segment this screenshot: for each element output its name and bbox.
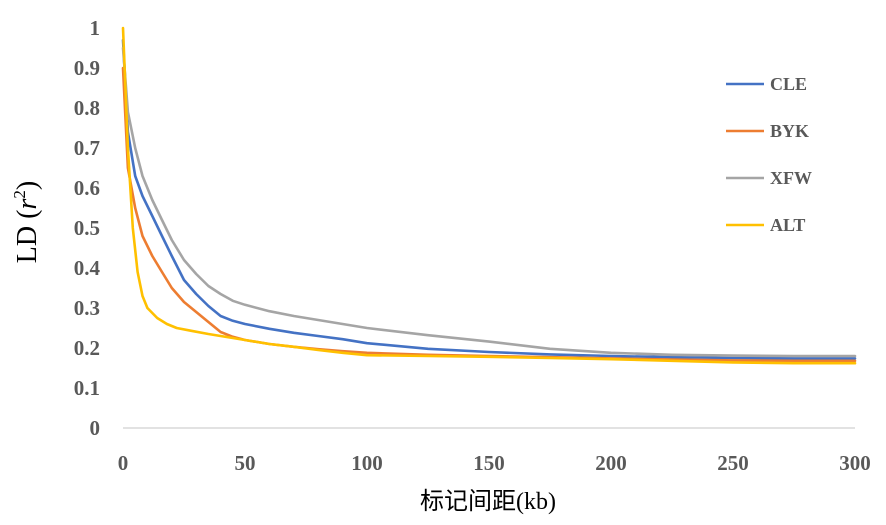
series-line-alt: [121, 26, 857, 365]
y-tick-label: 0: [90, 416, 101, 440]
y-tick-label: 0.7: [74, 136, 100, 160]
x-axis-label: 标记间距(kb): [420, 488, 556, 515]
series-line-xfw: [121, 46, 857, 358]
y-tick-label: 0.6: [74, 176, 100, 200]
y-tick-label: 0.9: [74, 56, 100, 80]
x-tick-label: 150: [473, 451, 505, 475]
y-axis-label: LD (r2): [10, 181, 43, 263]
y-tick-label: 0.1: [74, 376, 100, 400]
legend-label-byk: BYK: [770, 121, 809, 141]
x-tick-label: 200: [595, 451, 627, 475]
y-tick-label: 0.5: [74, 216, 100, 240]
x-tick-label: 100: [351, 451, 383, 475]
y-axis-ticks: 0 0.1 0.2 0.3 0.4 0.5 0.6 0.7 0.8 0.9 1: [74, 16, 101, 440]
y-tick-label: 0.4: [74, 256, 101, 280]
y-tick-label: 0.8: [74, 96, 100, 120]
legend-label-xfw: XFW: [770, 168, 812, 188]
x-tick-label: 50: [235, 451, 256, 475]
legend: CLE BYK XFW ALT: [726, 74, 812, 235]
y-tick-label: 0.2: [74, 336, 100, 360]
series-line-byk: [121, 66, 857, 363]
x-tick-label: 0: [118, 451, 129, 475]
x-tick-label: 250: [717, 451, 749, 475]
x-axis-ticks: 0 50 100 150 200 250 300: [118, 451, 871, 475]
y-tick-label: 0.3: [74, 296, 100, 320]
x-tick-label: 300: [839, 451, 871, 475]
y-tick-label: 1: [90, 16, 101, 40]
legend-label-alt: ALT: [770, 215, 805, 235]
legend-label-cle: CLE: [770, 74, 807, 94]
series-lines: [121, 26, 857, 365]
series-line-cle: [121, 38, 857, 360]
